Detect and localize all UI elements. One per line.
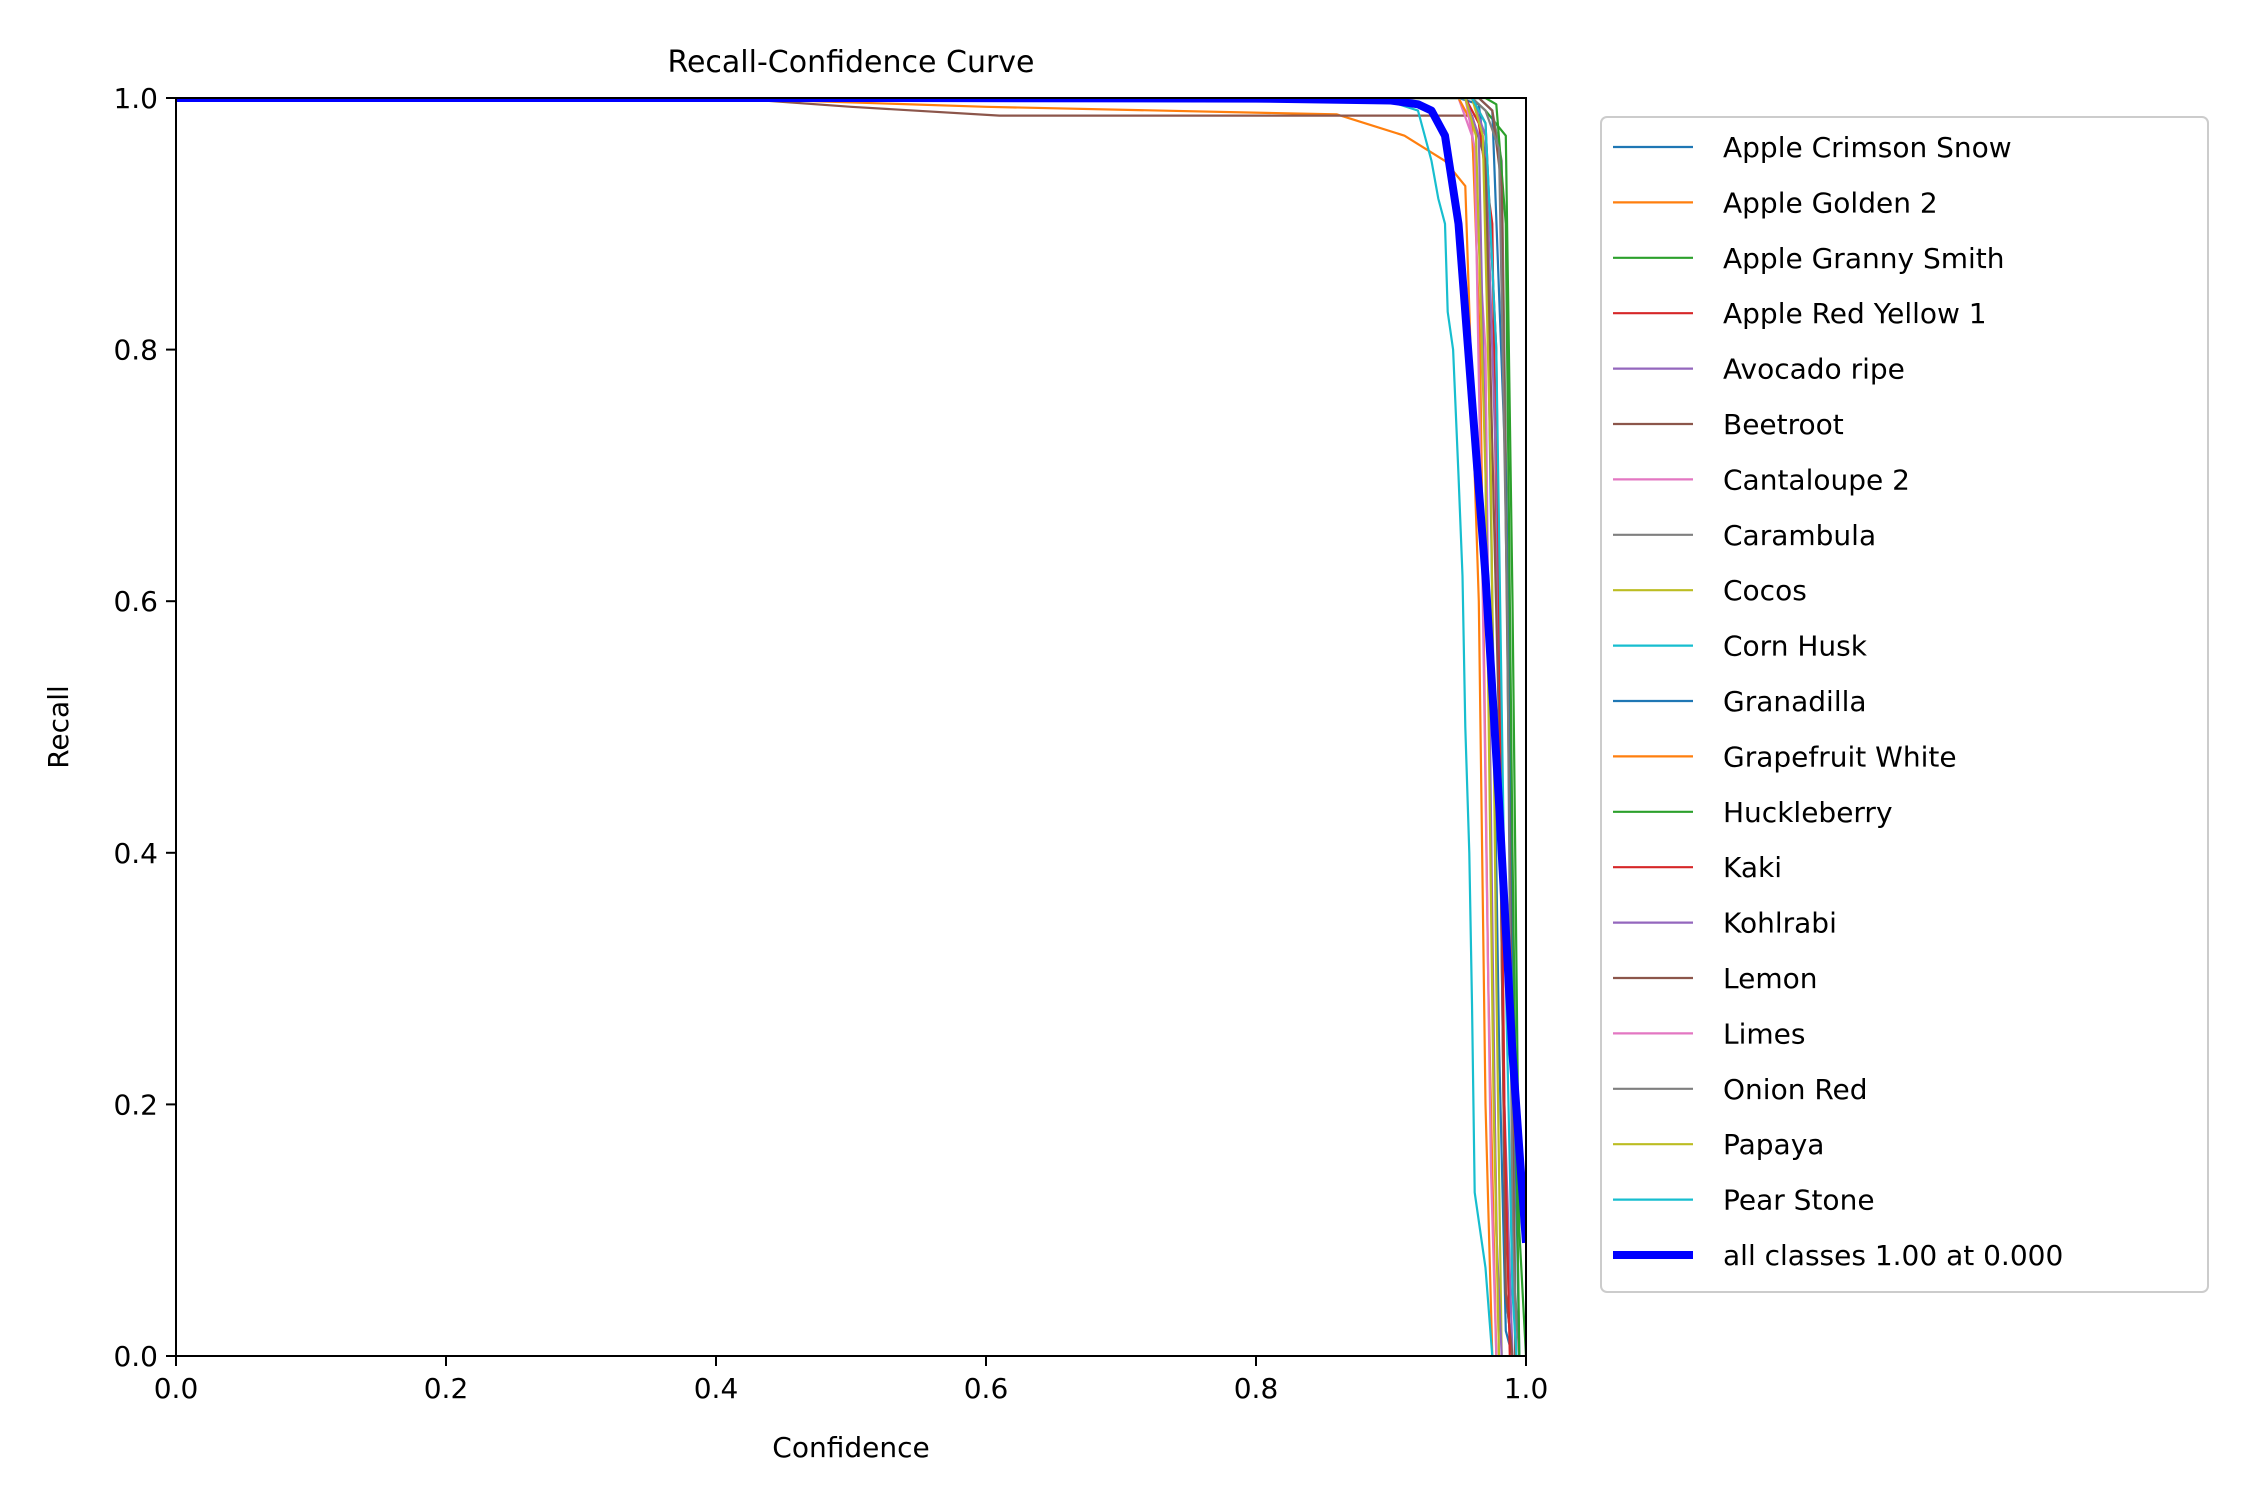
legend-entry: Lemon bbox=[1723, 962, 1818, 995]
legend-entry: Carambula bbox=[1723, 519, 1876, 552]
x-tick-label: 0.0 bbox=[154, 1372, 199, 1405]
legend-entry: Apple Crimson Snow bbox=[1723, 131, 2012, 164]
x-tick-label: 0.8 bbox=[1234, 1372, 1279, 1405]
x-axis-label: Confidence bbox=[772, 1431, 929, 1464]
legend-entry: Onion Red bbox=[1723, 1073, 1868, 1106]
legend-entry: Pear Stone bbox=[1723, 1184, 1875, 1217]
x-tick-label: 0.6 bbox=[964, 1372, 1009, 1405]
legend-entry: Papaya bbox=[1723, 1128, 1824, 1161]
series-layer bbox=[176, 98, 1526, 1356]
series-line-20 bbox=[176, 98, 1518, 1356]
series-line-3 bbox=[176, 98, 1526, 1356]
x-tick-label: 0.4 bbox=[694, 1372, 739, 1405]
legend-entry: Apple Golden 2 bbox=[1723, 186, 1938, 219]
legend-entry: Apple Granny Smith bbox=[1723, 242, 2005, 275]
y-tick-label: 0.2 bbox=[113, 1088, 158, 1121]
legend-entry: Kaki bbox=[1723, 851, 1782, 884]
series-line-18 bbox=[176, 98, 1518, 1356]
legend-entry: Granadilla bbox=[1723, 685, 1867, 718]
plot-background bbox=[176, 98, 1526, 1356]
legend-box bbox=[1600, 116, 2209, 1293]
x-tick-label: 0.2 bbox=[424, 1372, 469, 1405]
series-line-13 bbox=[176, 98, 1521, 1356]
series-line-2 bbox=[176, 98, 1494, 1356]
legend-entry: Corn Husk bbox=[1723, 630, 1868, 663]
plot-area bbox=[175, 97, 1527, 1357]
y-tick-label: 0.6 bbox=[113, 585, 158, 618]
series-line-17 bbox=[176, 98, 1498, 1356]
legend-entry: Beetroot bbox=[1723, 408, 1844, 441]
y-axis: 0.0 0.2 0.4 0.6 0.8 1.0 bbox=[113, 82, 176, 1373]
series-line-9 bbox=[176, 98, 1503, 1356]
legend-entry: Cantaloupe 2 bbox=[1723, 463, 1910, 496]
legend-entry: Cocos bbox=[1723, 574, 1807, 607]
legend-entry: all classes 1.00 at 0.000 bbox=[1723, 1239, 2063, 1272]
legend-entry: Apple Red Yellow 1 bbox=[1723, 297, 1987, 330]
legend-entry: Grapefruit White bbox=[1723, 740, 1957, 773]
y-tick-label: 0.0 bbox=[113, 1340, 158, 1373]
y-tick-label: 0.4 bbox=[113, 837, 158, 870]
legend-entry: Limes bbox=[1723, 1017, 1805, 1050]
x-tick-label: 1.0 bbox=[1504, 1372, 1549, 1405]
legend-entry: Avocado ripe bbox=[1723, 353, 1905, 386]
y-axis-label: Recall bbox=[42, 685, 75, 769]
legend-entry: Kohlrabi bbox=[1723, 907, 1837, 940]
x-axis: 0.0 0.2 0.4 0.6 0.8 1.0 bbox=[154, 1356, 1549, 1405]
series-line-19 bbox=[176, 98, 1501, 1356]
plot-frame bbox=[175, 97, 1527, 1357]
chart-title: Recall-Confidence Curve bbox=[667, 45, 1034, 80]
y-tick-label: 1.0 bbox=[113, 82, 158, 115]
legend: Apple Crimson Snow Apple Golden 2 Apple Gr… bbox=[1600, 116, 2209, 1293]
y-tick-label: 0.8 bbox=[113, 334, 158, 367]
legend-entry: Huckleberry bbox=[1723, 796, 1893, 829]
